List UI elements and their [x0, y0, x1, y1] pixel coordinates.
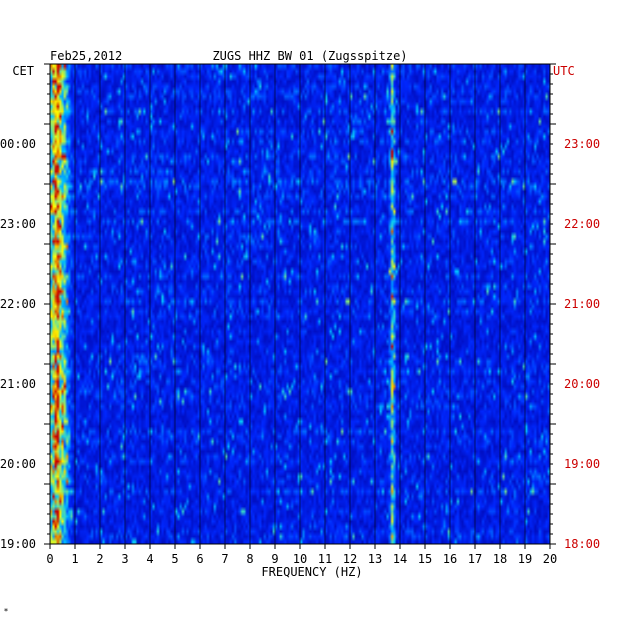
right-time-label: 20:00 [564, 377, 600, 391]
right-time-label: 19:00 [564, 457, 600, 471]
left-time-label: 19:00 [0, 537, 36, 551]
x-tick-label: 5 [171, 552, 178, 566]
left-time-axis: 00:00 23:00 22:00 21:00 20:00 19:00 [0, 63, 50, 551]
left-time-label: 21:00 [0, 377, 36, 391]
left-time-label: 20:00 [0, 457, 36, 471]
x-tick-label: 3 [121, 552, 128, 566]
utc-label: UTC [553, 64, 575, 78]
cet-label: CET [12, 64, 34, 78]
x-tick-label: 2 [96, 552, 103, 566]
x-tick-label: 11 [318, 552, 332, 566]
x-tick-label: 10 [293, 552, 307, 566]
x-tick-label: 0 [46, 552, 53, 566]
x-tick-label: 1 [71, 552, 78, 566]
x-tick-label: 14 [393, 552, 407, 566]
x-tick-label: 19 [518, 552, 532, 566]
right-time-label: 18:00 [564, 537, 600, 551]
x-tick-label: 9 [271, 552, 278, 566]
x-axis-label: FREQUENCY (HZ) [261, 565, 362, 579]
frequency-gridlines [49, 64, 551, 544]
x-tick-label: 18 [493, 552, 507, 566]
x-tick-label: 8 [246, 552, 253, 566]
x-tick-label: 6 [196, 552, 203, 566]
footer-mark: * [4, 607, 8, 616]
right-time-label: 22:00 [564, 217, 600, 231]
station-title: ZUGS HHZ BW 01 (Zugsspitze) [212, 49, 407, 63]
left-time-label: 00:00 [0, 137, 36, 151]
left-time-label: 22:00 [0, 297, 36, 311]
x-tick-label: 15 [418, 552, 432, 566]
x-tick-label: 20 [543, 552, 557, 566]
x-tick-label: 7 [221, 552, 228, 566]
x-tick-label: 16 [443, 552, 457, 566]
x-tick-label: 12 [343, 552, 357, 566]
x-tick-label: 17 [468, 552, 482, 566]
x-axis: 0 1 2 3 4 5 6 7 8 9 10 11 12 13 14 15 16 17 18 19 20 [46, 544, 557, 566]
x-tick-label: 13 [368, 552, 382, 566]
right-time-label: 23:00 [564, 137, 600, 151]
date-label: Feb25,2012 [50, 49, 122, 63]
left-time-label: 23:00 [0, 217, 36, 231]
x-tick-label: 4 [146, 552, 153, 566]
right-time-label: 21:00 [564, 297, 600, 311]
right-time-axis: 23:00 22:00 21:00 20:00 19:00 18:00 [550, 63, 600, 551]
